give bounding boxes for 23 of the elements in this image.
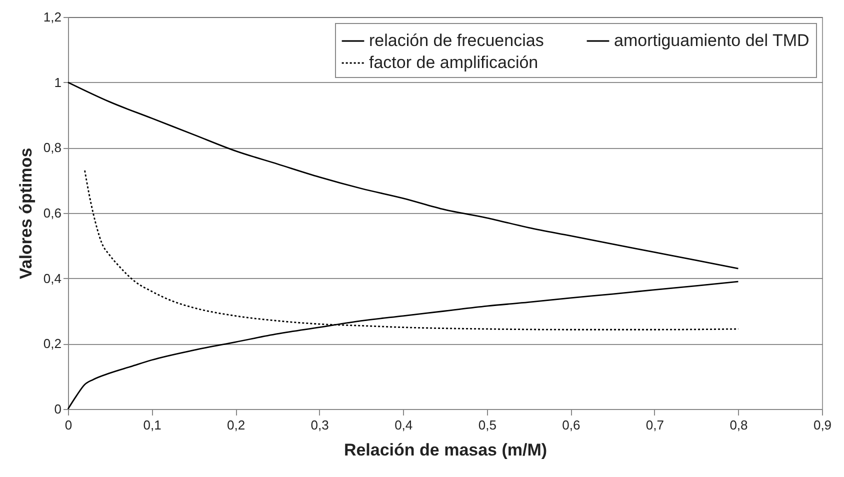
x-tick-label: 0,9 [813, 418, 832, 432]
x-tick-label: 0,3 [310, 418, 329, 432]
y-tick-label: 0,6 [43, 206, 62, 220]
x-tick-label: 0 [64, 418, 72, 432]
y-axis-title: Valores óptimos [16, 148, 36, 280]
x-tick-label: 0,5 [478, 418, 496, 432]
x-tick-label: 0,4 [394, 418, 413, 432]
y-tick-label: 0 [54, 402, 62, 416]
x-tick-label: 0,1 [143, 418, 162, 432]
line-series [67, 82, 739, 270]
y-tick-label: 0,2 [43, 336, 62, 352]
y-tick-label: 1 [54, 74, 62, 90]
y-tick-label: 1,2 [43, 10, 62, 24]
legend-label: factor de amplificación [369, 53, 538, 72]
legend-label: amortiguamiento del TMD [614, 31, 810, 50]
y-tick-label: 0,4 [43, 270, 62, 286]
y-tick-label: 0,8 [43, 140, 62, 156]
x-tick-label: 0,7 [646, 418, 664, 432]
x-tick-label: 0,8 [730, 418, 748, 432]
legend-label: relación de frecuencias [369, 31, 544, 50]
x-tick-label: 0,2 [227, 418, 246, 432]
x-axis-title: Relación de masas (m/M) [344, 440, 548, 460]
x-tick-label: 0,6 [562, 418, 580, 432]
